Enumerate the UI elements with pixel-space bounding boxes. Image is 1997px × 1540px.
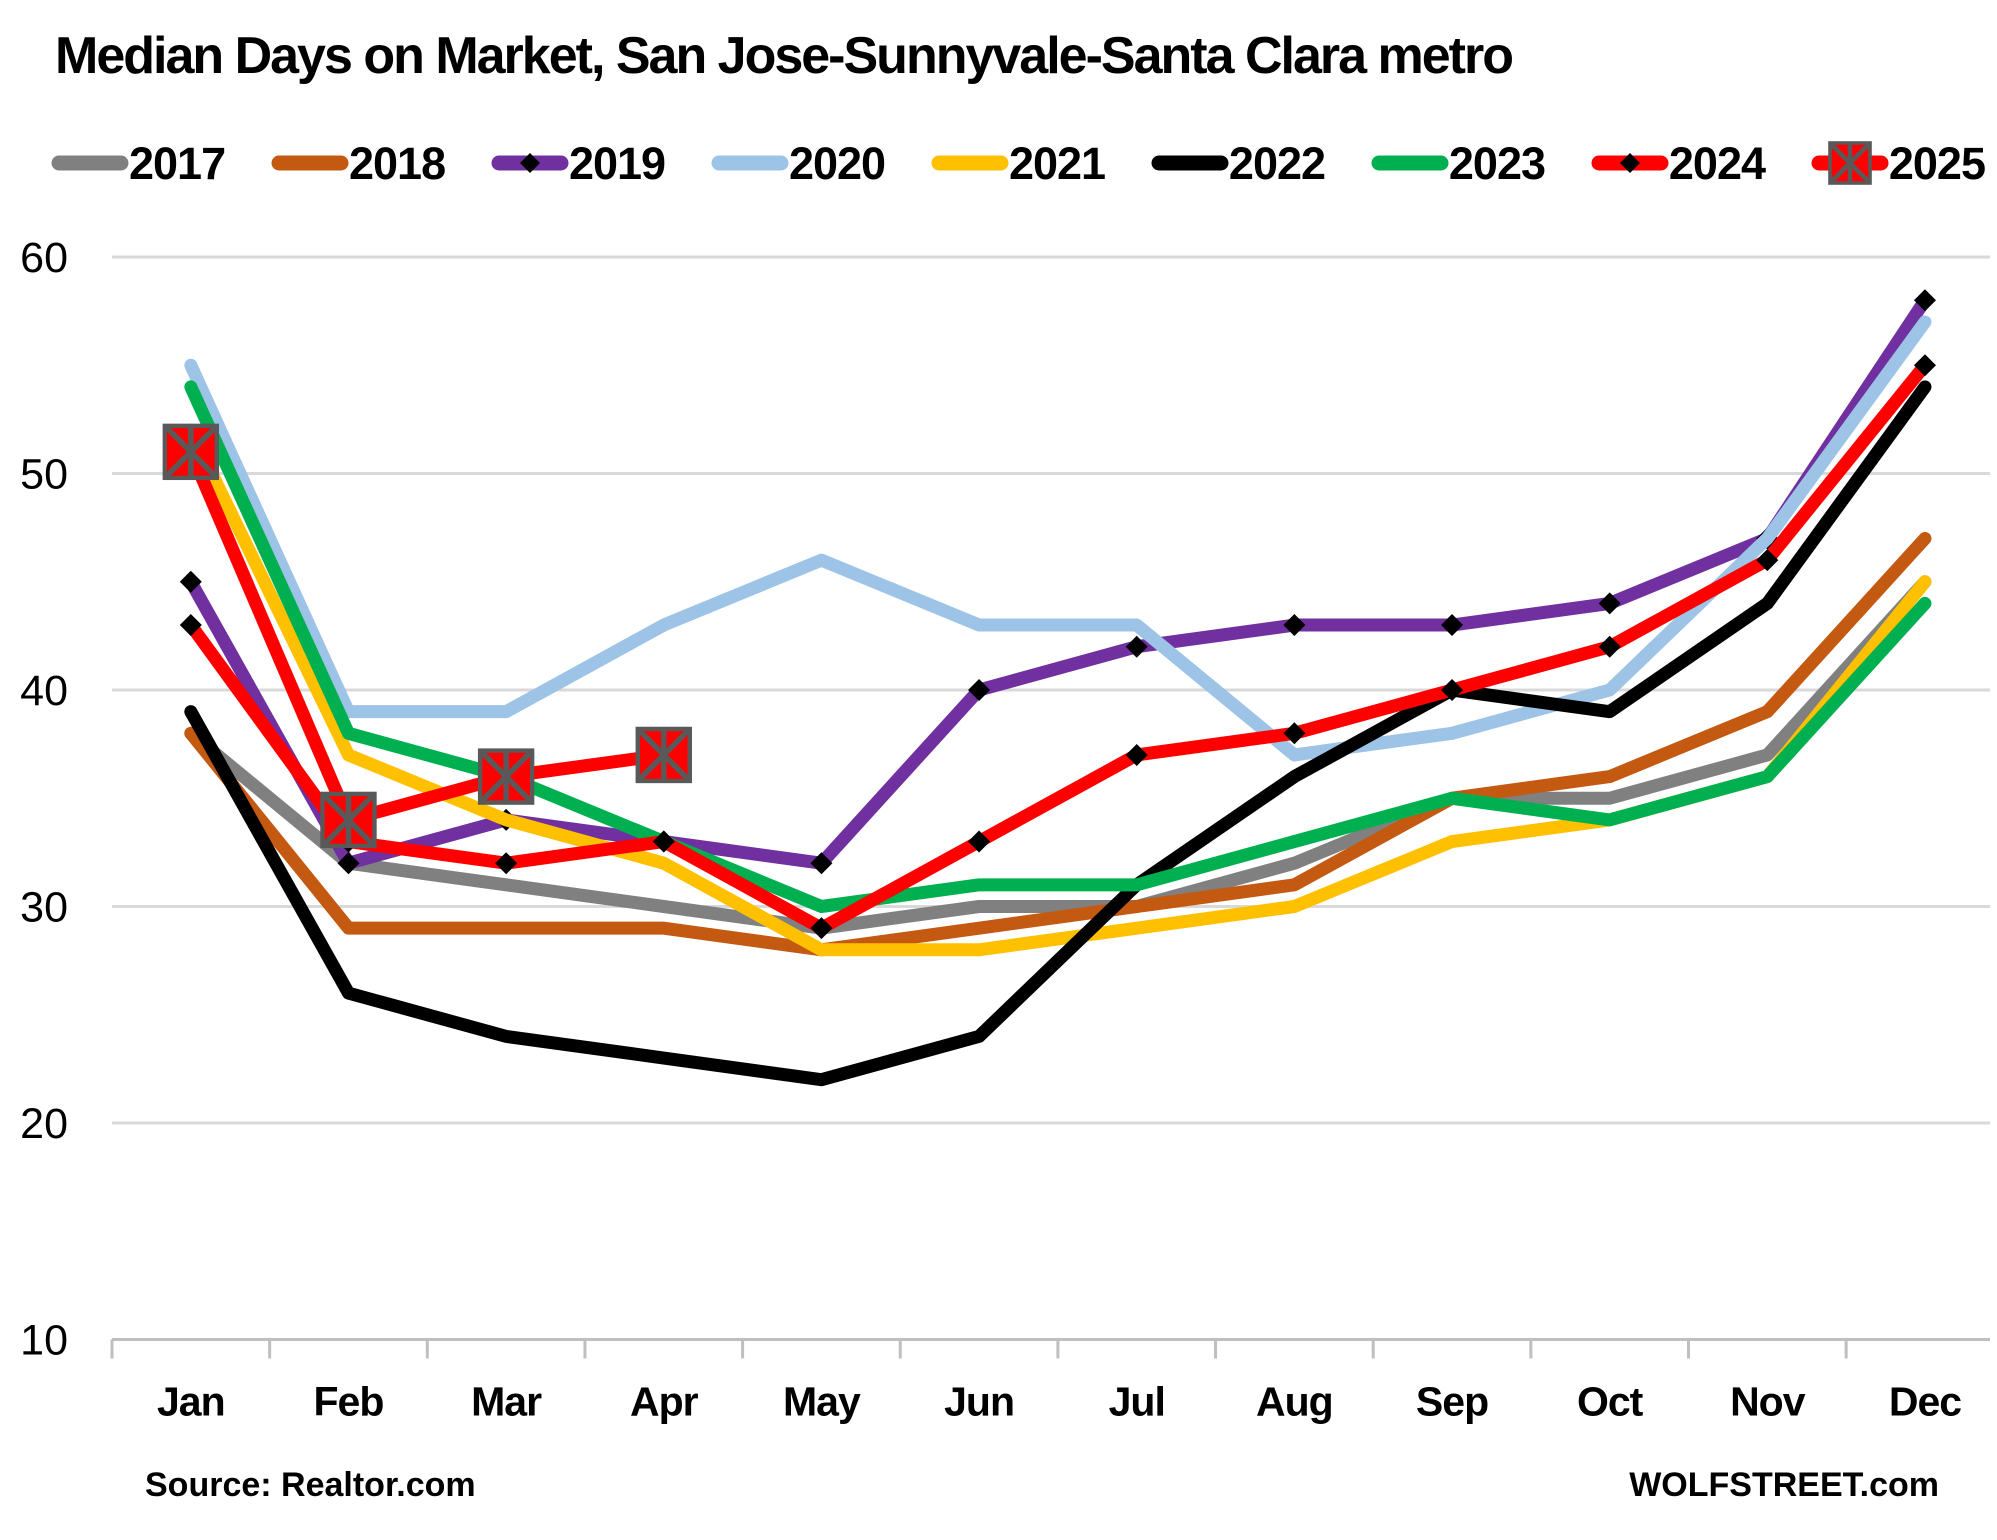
marker-2019-Oct [1598, 592, 1621, 615]
legend-label-2017: 2017 [129, 137, 226, 189]
y-tick-label-20: 20 [20, 1100, 68, 1148]
legend-swatch-2019 [491, 153, 569, 173]
marker-2024-Aug [1283, 722, 1306, 745]
series-2017 [184, 575, 1932, 935]
source-credit: Source: Realtor.com [145, 1466, 476, 1504]
legend-swatch-2021 [931, 155, 1009, 171]
legend-item-2024: 2024 [1591, 137, 1766, 189]
y-tick-label-40: 40 [20, 667, 68, 715]
series-line-2019 [184, 293, 1932, 870]
legend-label-2018: 2018 [348, 137, 446, 189]
legend-marker-2025 [1828, 141, 1872, 185]
marker-2019-Sep [1441, 614, 1464, 637]
x-tick-label-Dec: Dec [1889, 1379, 1961, 1425]
legend-label-2019: 2019 [568, 137, 666, 189]
marker-2025-Feb [320, 791, 377, 849]
marker-2019-Aug [1283, 614, 1306, 637]
x-tick-label-Jul: Jul [1109, 1379, 1165, 1425]
series-2018 [184, 531, 1932, 957]
marker-2024-Mar [495, 852, 518, 875]
x-tick-label-May: May [783, 1379, 861, 1425]
x-tick-label-Jan: Jan [157, 1379, 225, 1425]
marker-2024-Nov [1756, 549, 1779, 572]
series-line-2020 [184, 315, 1932, 762]
series-2020 [184, 315, 1932, 762]
x-tick-label-Sep: Sep [1416, 1379, 1488, 1425]
legend-swatch-2022 [1151, 155, 1229, 171]
legend-item-2023: 2023 [1371, 137, 1546, 189]
legend-swatch-2017 [51, 155, 129, 171]
marker-2019-Dec [1913, 289, 1936, 312]
legend-label-2025: 2025 [1888, 137, 1986, 189]
legend-marker-2024 [1619, 153, 1640, 173]
marker-2019-Jan [179, 570, 202, 593]
x-tick-label-Jun: Jun [944, 1379, 1014, 1425]
marker-2019-May [810, 852, 833, 875]
series-line-2025 [184, 445, 671, 827]
marker-2019-Jul [1125, 635, 1148, 658]
x-tick-label-Nov: Nov [1730, 1379, 1806, 1425]
wolfstreet-credit: WOLFSTREET.com [1629, 1466, 1939, 1504]
marker-2024-Oct [1598, 635, 1621, 658]
y-tick-label-10: 10 [20, 1317, 68, 1365]
legend-swatch-2024 [1591, 153, 1669, 173]
x-tick-label-Feb: Feb [314, 1379, 384, 1425]
legend-item-2018: 2018 [271, 137, 446, 189]
legend-item-2021: 2021 [931, 137, 1106, 189]
legend-marker-2019 [519, 153, 540, 173]
marker-2025-Jan [162, 423, 220, 481]
y-tick-label-50: 50 [20, 451, 68, 499]
series-line-2018 [184, 531, 1932, 957]
marker-2024-Jun [968, 830, 991, 853]
y-tick-label-60: 60 [20, 234, 68, 282]
legend-swatch-2025 [1811, 141, 1889, 185]
marker-2024-Sep [1441, 679, 1464, 701]
chart-title: Median Days on Market, San Jose-Sunnyval… [55, 27, 1514, 85]
series-line-2022 [184, 380, 1932, 1087]
legend-item-2025: 2025 [1811, 137, 1986, 189]
legend-swatch-2023 [1371, 155, 1449, 171]
legend-label-2024: 2024 [1668, 137, 1766, 189]
x-tick-label-Apr: Apr [630, 1379, 699, 1425]
marker-2019-Feb [337, 852, 360, 875]
legend-item-2017: 2017 [51, 137, 226, 189]
marker-2025-Apr [635, 726, 692, 784]
marker-2025-Mar [477, 748, 535, 805]
chart-legend: 2017 2018 2019 2020 2021 2022 2023 2024 2025 [51, 137, 1986, 189]
legend-swatch-2018 [271, 155, 349, 171]
marker-2024-May [810, 917, 833, 940]
marker-2024-Jul [1125, 743, 1148, 766]
legend-swatch-2020 [711, 155, 789, 171]
legend-item-2019: 2019 [491, 137, 666, 189]
x-tick-label-Mar: Mar [471, 1379, 542, 1425]
marker-2024-Dec [1913, 354, 1936, 377]
legend-label-2020: 2020 [788, 137, 886, 189]
legend-item-2022: 2022 [1151, 137, 1326, 189]
marker-2024-Apr [652, 830, 675, 853]
series-line-2024 [184, 358, 1932, 935]
legend-label-2021: 2021 [1008, 137, 1106, 189]
series-line-2017 [184, 575, 1932, 935]
legend-item-2020: 2020 [711, 137, 886, 189]
marker-2019-Jun [968, 679, 991, 701]
series-2024 [179, 354, 1936, 940]
series-2025 [162, 423, 692, 849]
x-tick-label-Aug: Aug [1256, 1379, 1333, 1425]
legend-label-2022: 2022 [1228, 137, 1326, 189]
marker-2024-Jan [179, 614, 202, 637]
y-tick-label-30: 30 [20, 884, 68, 932]
x-tick-label-Oct: Oct [1577, 1379, 1644, 1425]
legend-label-2023: 2023 [1448, 137, 1546, 189]
series-2022 [184, 380, 1932, 1087]
